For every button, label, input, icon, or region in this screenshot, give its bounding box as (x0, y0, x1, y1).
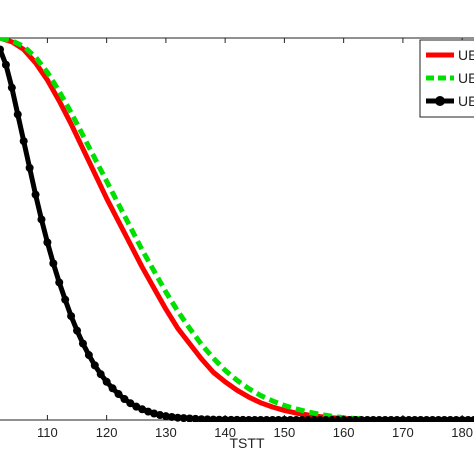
x-axis-label: TSTT (230, 435, 265, 451)
axes (0, 37, 474, 421)
x-tick-labels: 110 120 130 140 150 160 170 180 (37, 425, 473, 440)
series-3-point (25, 163, 34, 172)
series-3-point (185, 414, 194, 422)
series-3-point (7, 83, 16, 92)
series-3-point (191, 414, 200, 422)
series-3-point (96, 370, 105, 379)
legend: UE UE UE (419, 39, 474, 118)
series-3-point (197, 415, 206, 422)
legend-label-2: UE (458, 70, 474, 86)
series-3-point (167, 412, 176, 421)
series-3-point (161, 412, 170, 421)
series-3-point (120, 394, 129, 403)
x-tick-label: 140 (214, 425, 236, 440)
series-3-point (73, 326, 82, 335)
series-3-point (0, 45, 4, 54)
series-3-point (13, 110, 22, 119)
series-3-point (78, 339, 87, 348)
series-3-point (1, 60, 10, 69)
series-3-point (108, 384, 117, 393)
series-3-point (90, 361, 99, 370)
series-3-point (31, 190, 40, 199)
series-3-point (37, 215, 46, 224)
x-tick-label: 180 (451, 425, 473, 440)
series-line-1 (0, 38, 474, 422)
legend-label-1: UE (458, 47, 474, 63)
series-3-point (49, 259, 58, 268)
series-group (0, 38, 474, 422)
series-3-point (43, 238, 52, 247)
x-tick-label: 170 (392, 425, 414, 440)
series-3-point (102, 377, 111, 386)
series-3-point (61, 295, 70, 304)
series-3-point (55, 278, 64, 287)
x-tick-label: 130 (155, 425, 177, 440)
series-3-point (126, 399, 135, 408)
x-tick-label: 160 (333, 425, 355, 440)
legend-marker-3 (435, 96, 445, 106)
series-3-point (67, 312, 76, 321)
series-line-2 (0, 38, 474, 422)
x-tick-label: 110 (37, 425, 58, 440)
x-tick-label: 120 (96, 425, 118, 440)
legend-label-3: UE (458, 93, 474, 109)
x-tick-label: 150 (274, 425, 296, 440)
series-3-point (155, 411, 164, 420)
series-3-point (84, 351, 93, 360)
series-3-point (19, 137, 28, 146)
series-3-point (114, 390, 123, 399)
series-3-point (179, 414, 188, 422)
series-line-3 (0, 48, 474, 422)
series-3-point (173, 413, 182, 422)
series-3-point (470, 416, 474, 422)
